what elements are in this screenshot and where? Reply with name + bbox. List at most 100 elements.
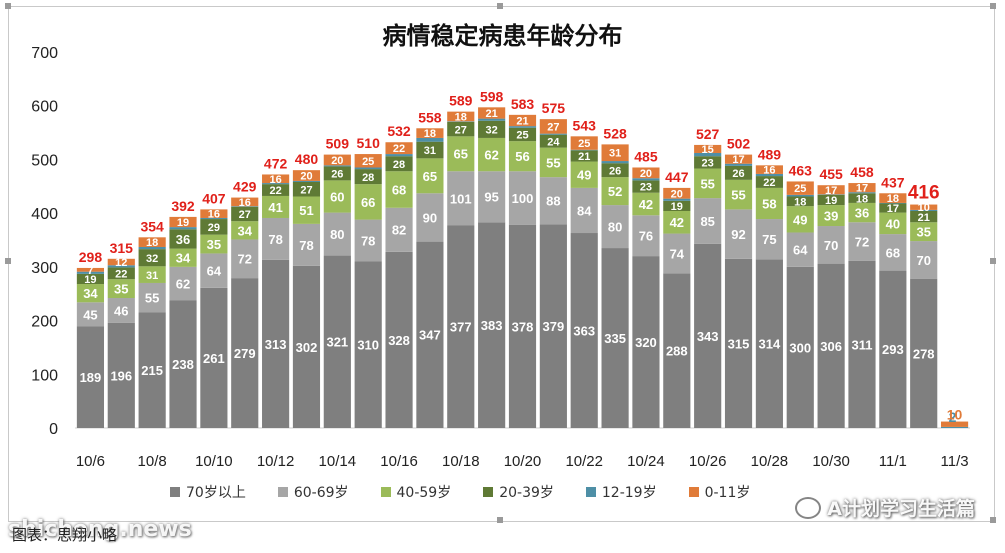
data-label: 18 (887, 193, 899, 205)
data-label: 21 (516, 115, 528, 127)
bar-segment (292, 170, 321, 181)
data-label: 35 (916, 225, 930, 240)
data-label: 62 (484, 148, 498, 163)
bar-segment (478, 120, 506, 138)
bar-segment (231, 239, 259, 279)
data-label: 72 (238, 252, 252, 267)
data-label: 18 (424, 128, 436, 140)
data-label: 55 (546, 155, 560, 170)
bar-segment (262, 174, 290, 184)
data-label: 92 (731, 227, 745, 242)
bar-segment (447, 225, 475, 428)
bar-segment (262, 184, 290, 196)
bar-segment (663, 273, 691, 428)
bar-segment (632, 215, 660, 257)
data-label: 26 (732, 168, 744, 180)
bar-segment (570, 187, 598, 234)
bar-segment (848, 183, 876, 193)
data-label: 29 (208, 222, 220, 234)
total-label: 298 (79, 249, 103, 265)
data-label: 49 (577, 168, 591, 183)
bar-segment (632, 192, 660, 216)
data-label: 39 (824, 209, 838, 224)
x-tick-label: 10/24 (627, 453, 665, 470)
data-label: 27 (455, 124, 467, 136)
data-label: 101 (450, 191, 472, 206)
data-label: 300 (789, 340, 811, 355)
resize-handle-bottom[interactable] (497, 517, 503, 523)
bar-segment (416, 137, 444, 142)
data-label: 18 (794, 197, 806, 209)
data-label: 34 (238, 223, 253, 238)
data-label: 196 (110, 368, 132, 383)
bar-segment (385, 154, 413, 157)
resize-handle-bottom-right[interactable] (990, 517, 996, 523)
bar-segment (940, 421, 969, 427)
resize-handle-right[interactable] (990, 258, 996, 264)
bar-segment (354, 219, 382, 262)
data-label: 31 (424, 145, 436, 157)
total-label: 458 (850, 164, 874, 180)
bar-segment (200, 234, 228, 254)
bar-segment (169, 266, 197, 301)
bar-segment (200, 253, 228, 288)
data-label: 76 (639, 229, 653, 244)
total-label: 455 (819, 166, 843, 182)
resize-handle-top[interactable] (497, 3, 503, 9)
total-label: 589 (449, 93, 473, 109)
data-label: 25 (362, 156, 374, 168)
resize-handle-top-right[interactable] (990, 3, 996, 9)
watermark-left: shicheng.news (8, 517, 192, 542)
data-label: 68 (392, 182, 406, 197)
data-label: 36 (176, 232, 190, 247)
legend-swatch (688, 487, 699, 497)
resize-handle-left[interactable] (5, 258, 11, 264)
legend-item: 60-69岁 (277, 482, 349, 502)
data-label: 95 (484, 190, 498, 205)
bar-segment (879, 270, 907, 428)
bar-segment (755, 259, 783, 428)
bar-segment (231, 197, 259, 207)
data-label: 22 (393, 143, 405, 155)
data-label: 27 (239, 209, 251, 221)
bar-segment (817, 263, 845, 428)
x-tick-label: 10/18 (442, 453, 480, 470)
data-label: 315 (728, 336, 750, 351)
data-label: 21 (578, 151, 590, 163)
bar-segment (169, 229, 197, 249)
bar-segment (416, 158, 444, 194)
data-label: 84 (577, 203, 592, 218)
bar-segment (107, 279, 135, 299)
total-label: 575 (542, 100, 566, 116)
bar-segment (508, 114, 537, 127)
data-label: 22 (115, 268, 127, 280)
data-label: 75 (762, 232, 776, 247)
bar-segment (508, 171, 537, 225)
y-tick-label: 300 (31, 260, 58, 277)
resize-handle-top-left[interactable] (5, 3, 11, 9)
data-label: 85 (700, 214, 714, 229)
data-label: 31 (146, 270, 158, 282)
x-axis: 10/6 10/8 10/10 10/12 10/14 10/16 10/18 10/20 10… (76, 453, 969, 470)
total-label: 315 (110, 240, 134, 256)
total-label: 583 (511, 96, 535, 112)
data-label: 24 (547, 136, 560, 148)
bar-segment (262, 259, 290, 428)
bar-segment (910, 210, 938, 223)
bar-segment (169, 227, 197, 230)
bar-segment (508, 224, 537, 428)
bar-segment (663, 198, 691, 201)
bar-segment (478, 118, 506, 121)
watermark-right-text: A计划学习生活篇 (827, 498, 975, 520)
bar-segment (200, 217, 228, 220)
total-label: 392 (171, 198, 195, 214)
bar-segment (231, 221, 259, 240)
data-label: 328 (388, 333, 410, 348)
bar-segment (416, 128, 444, 138)
x-tick-label: 10/20 (504, 453, 542, 470)
data-label: 17 (856, 183, 868, 195)
total-label: 354 (140, 218, 164, 234)
bar-segment (848, 202, 876, 223)
data-label: 55 (731, 188, 745, 203)
